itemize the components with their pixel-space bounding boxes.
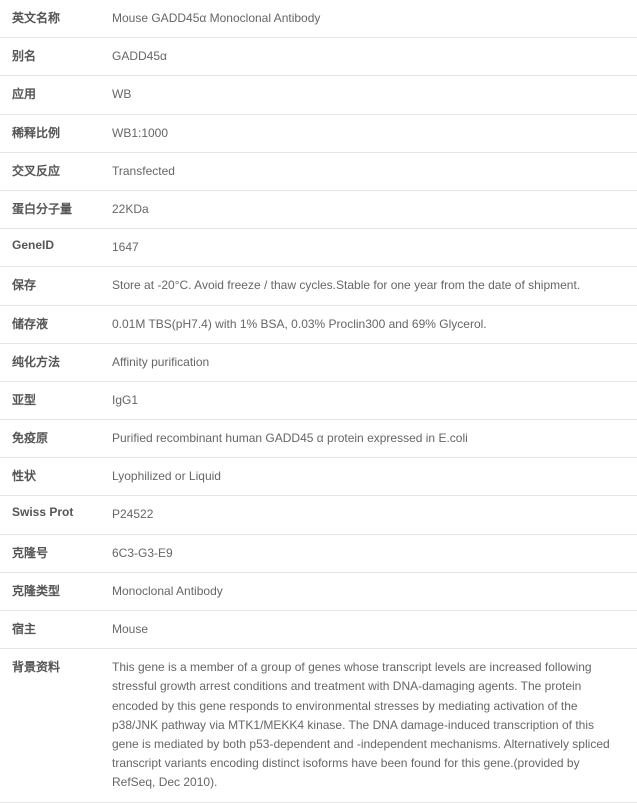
spec-label: 保存 bbox=[0, 267, 112, 305]
spec-value: Lyophilized or Liquid bbox=[112, 458, 637, 496]
spec-label: Swiss Prot bbox=[0, 496, 112, 534]
spec-label: 蛋白分子量 bbox=[0, 190, 112, 228]
spec-value: Mouse GADD45α Monoclonal Antibody bbox=[112, 0, 637, 38]
spec-label: GeneID bbox=[0, 229, 112, 267]
spec-value: P24522 bbox=[112, 496, 637, 534]
spec-row: 免疫原Purified recombinant human GADD45 α p… bbox=[0, 420, 637, 458]
spec-row: 别名GADD45α bbox=[0, 38, 637, 76]
spec-value: 6C3-G3-E9 bbox=[112, 534, 637, 572]
spec-row: 稀释比例WB1:1000 bbox=[0, 114, 637, 152]
spec-row: 英文名称Mouse GADD45α Monoclonal Antibody bbox=[0, 0, 637, 38]
spec-row: 克隆号6C3-G3-E9 bbox=[0, 534, 637, 572]
spec-row: 克隆类型Monoclonal Antibody bbox=[0, 572, 637, 610]
spec-row: 背景资料This gene is a member of a group of … bbox=[0, 649, 637, 802]
spec-label: 宿主 bbox=[0, 611, 112, 649]
spec-value: WB1:1000 bbox=[112, 114, 637, 152]
spec-value: 1647 bbox=[112, 229, 637, 267]
spec-value: 22KDa bbox=[112, 190, 637, 228]
product-spec-table: 英文名称Mouse GADD45α Monoclonal Antibody别名G… bbox=[0, 0, 637, 803]
spec-tbody: 英文名称Mouse GADD45α Monoclonal Antibody别名G… bbox=[0, 0, 637, 802]
spec-label: 储存液 bbox=[0, 305, 112, 343]
spec-label: 交叉反应 bbox=[0, 152, 112, 190]
spec-label: 性状 bbox=[0, 458, 112, 496]
spec-row: 应用WB bbox=[0, 76, 637, 114]
spec-label: 别名 bbox=[0, 38, 112, 76]
spec-value: Monoclonal Antibody bbox=[112, 572, 637, 610]
spec-row: Swiss ProtP24522 bbox=[0, 496, 637, 534]
spec-value: Store at -20°C. Avoid freeze / thaw cycl… bbox=[112, 267, 637, 305]
spec-value: Affinity purification bbox=[112, 343, 637, 381]
spec-label: 应用 bbox=[0, 76, 112, 114]
spec-row: 储存液0.01M TBS(pH7.4) with 1% BSA, 0.03% P… bbox=[0, 305, 637, 343]
spec-value: WB bbox=[112, 76, 637, 114]
spec-row: 性状Lyophilized or Liquid bbox=[0, 458, 637, 496]
spec-label: 英文名称 bbox=[0, 0, 112, 38]
spec-row: 保存Store at -20°C. Avoid freeze / thaw cy… bbox=[0, 267, 637, 305]
spec-value: 0.01M TBS(pH7.4) with 1% BSA, 0.03% Proc… bbox=[112, 305, 637, 343]
spec-row: 纯化方法Affinity purification bbox=[0, 343, 637, 381]
spec-value: This gene is a member of a group of gene… bbox=[112, 649, 637, 802]
spec-row: GeneID1647 bbox=[0, 229, 637, 267]
spec-label: 稀释比例 bbox=[0, 114, 112, 152]
spec-value: GADD45α bbox=[112, 38, 637, 76]
spec-value: Purified recombinant human GADD45 α prot… bbox=[112, 420, 637, 458]
spec-value: IgG1 bbox=[112, 381, 637, 419]
spec-label: 背景资料 bbox=[0, 649, 112, 802]
spec-label: 亚型 bbox=[0, 381, 112, 419]
spec-label: 克隆类型 bbox=[0, 572, 112, 610]
spec-row: 蛋白分子量22KDa bbox=[0, 190, 637, 228]
spec-label: 克隆号 bbox=[0, 534, 112, 572]
spec-label: 纯化方法 bbox=[0, 343, 112, 381]
spec-label: 免疫原 bbox=[0, 420, 112, 458]
spec-row: 亚型IgG1 bbox=[0, 381, 637, 419]
spec-row: 交叉反应Transfected bbox=[0, 152, 637, 190]
spec-row: 宿主Mouse bbox=[0, 611, 637, 649]
spec-value: Transfected bbox=[112, 152, 637, 190]
spec-value: Mouse bbox=[112, 611, 637, 649]
